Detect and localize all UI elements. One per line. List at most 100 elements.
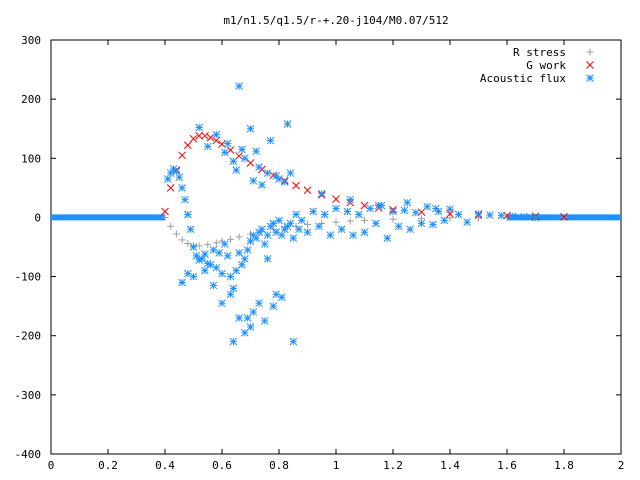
x-tick-label: 0.2 <box>98 459 118 472</box>
data-point <box>332 204 340 213</box>
data-point <box>394 222 403 231</box>
data-point <box>374 201 383 210</box>
data-point <box>463 218 471 227</box>
data-point <box>383 234 392 242</box>
data-point <box>474 210 483 218</box>
data-point <box>303 228 312 237</box>
data-point <box>201 266 209 275</box>
data-point <box>260 317 269 325</box>
data-point <box>275 216 283 225</box>
data-point <box>258 181 266 189</box>
data-point <box>212 239 220 247</box>
data-point <box>227 235 235 243</box>
y-tick-label: 100 <box>21 152 41 165</box>
data-point <box>218 299 226 308</box>
data-point <box>238 260 246 269</box>
x-tick-label: 0.4 <box>155 459 175 472</box>
data-point <box>360 228 369 237</box>
chart-title: m1/n1.5/q1.5/r-+.20-j104/M0.07/512 <box>223 14 448 27</box>
data-point <box>240 154 249 163</box>
x-tick-label: 1.8 <box>554 459 574 472</box>
series-acoustic-flux <box>163 82 540 346</box>
data-point <box>178 236 186 244</box>
legend-marker <box>586 48 594 56</box>
data-point <box>249 176 258 185</box>
data-point <box>161 207 169 216</box>
data-point <box>204 241 212 249</box>
data-point <box>440 216 449 225</box>
data-point <box>209 281 218 290</box>
data-point <box>195 123 204 132</box>
data-point <box>229 284 238 293</box>
data-point <box>232 166 241 174</box>
data-point <box>172 230 180 238</box>
data-point <box>361 216 368 224</box>
data-point <box>403 198 412 207</box>
data-point <box>226 290 235 299</box>
y-tick-label: 200 <box>21 93 41 106</box>
data-point <box>243 246 252 254</box>
data-point <box>166 169 175 177</box>
data-point <box>203 142 212 151</box>
data-point <box>389 207 397 216</box>
data-point <box>497 211 506 220</box>
data-point <box>297 216 306 225</box>
data-point <box>201 250 209 258</box>
x-tick-label: 1.2 <box>383 459 403 472</box>
y-axis: 300 200 100 0 -100 -200 -300 -400 <box>15 34 621 461</box>
data-point <box>255 299 263 308</box>
data-point <box>183 210 192 219</box>
y-tick-label: 300 <box>21 34 41 47</box>
data-point <box>289 337 298 346</box>
y-tick-label: -300 <box>15 389 42 402</box>
series-g-work <box>161 131 568 221</box>
data-point <box>417 219 426 228</box>
data-point <box>349 231 357 240</box>
data-point <box>212 136 221 145</box>
data-point <box>189 243 198 251</box>
data-point <box>304 221 311 229</box>
y-tick-label: 0 <box>34 211 41 224</box>
data-point <box>246 159 255 167</box>
data-point <box>240 328 249 337</box>
data-point <box>431 204 440 213</box>
data-point <box>289 234 298 242</box>
data-point <box>343 207 352 216</box>
legend-label: Acoustic flux <box>480 72 566 85</box>
data-point <box>337 225 346 234</box>
data-point <box>181 195 189 204</box>
data-point <box>223 252 232 260</box>
legend-marker <box>586 61 594 69</box>
data-point <box>326 231 335 240</box>
data-point <box>189 272 198 281</box>
data-point <box>454 210 463 219</box>
data-point <box>220 240 229 248</box>
data-point <box>295 225 303 234</box>
data-point <box>411 208 420 217</box>
data-point <box>531 213 540 222</box>
data-point <box>520 212 528 221</box>
data-point <box>212 263 221 272</box>
data-point <box>303 186 312 195</box>
data-point <box>263 254 272 263</box>
data-point <box>220 148 229 157</box>
data-point <box>166 184 175 192</box>
data-point <box>309 207 318 216</box>
data-point <box>429 220 437 229</box>
data-point <box>275 175 283 183</box>
data-point <box>508 212 517 221</box>
data-point <box>560 212 568 221</box>
data-point <box>235 82 243 90</box>
data-point <box>269 302 278 310</box>
data-point <box>277 231 286 240</box>
plot-area <box>161 82 568 346</box>
data-point <box>195 131 204 140</box>
data-point <box>263 169 272 177</box>
data-point <box>161 213 169 221</box>
data-point <box>286 219 295 228</box>
y-tick-label: -400 <box>15 448 42 461</box>
data-point <box>183 141 192 150</box>
data-point <box>283 120 292 128</box>
x-tick-label: 1.4 <box>440 459 460 472</box>
data-point <box>346 195 355 204</box>
